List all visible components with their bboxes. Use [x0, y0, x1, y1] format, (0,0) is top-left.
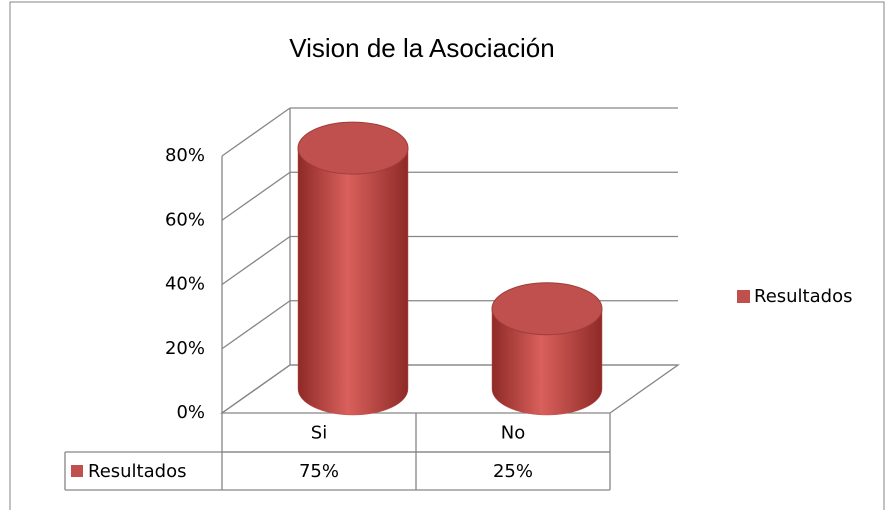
chart-border	[9, 1, 885, 514]
grid-line-side	[221, 171, 291, 221]
y-tick-label: 0%	[176, 402, 205, 423]
table-value: 75%	[299, 461, 339, 482]
table-legend-key	[71, 465, 83, 477]
grid-line-side	[221, 107, 291, 157]
table-series-name: Resultados	[88, 461, 186, 482]
y-tick-label: 60%	[165, 209, 205, 230]
cylinder	[297, 147, 409, 416]
cylinder-top	[491, 282, 603, 336]
y-tick-label: 40%	[165, 274, 205, 295]
x-tick-label: No	[501, 423, 525, 444]
legend-key	[737, 290, 750, 303]
x-tick-label: Si	[311, 423, 327, 444]
legend-label: Resultados	[754, 286, 852, 307]
cylinder	[491, 308, 603, 416]
grid-line-side	[221, 235, 291, 286]
cylinder-top	[297, 121, 409, 175]
y-tick-label: 80%	[165, 145, 205, 166]
grid-line-side	[221, 364, 291, 414]
y-tick-label: 20%	[165, 338, 205, 359]
table-value: 25%	[493, 461, 533, 482]
chart-title: Vision de la Asociación	[289, 33, 554, 63]
grid-line-side	[221, 300, 291, 350]
floor	[219, 364, 681, 414]
